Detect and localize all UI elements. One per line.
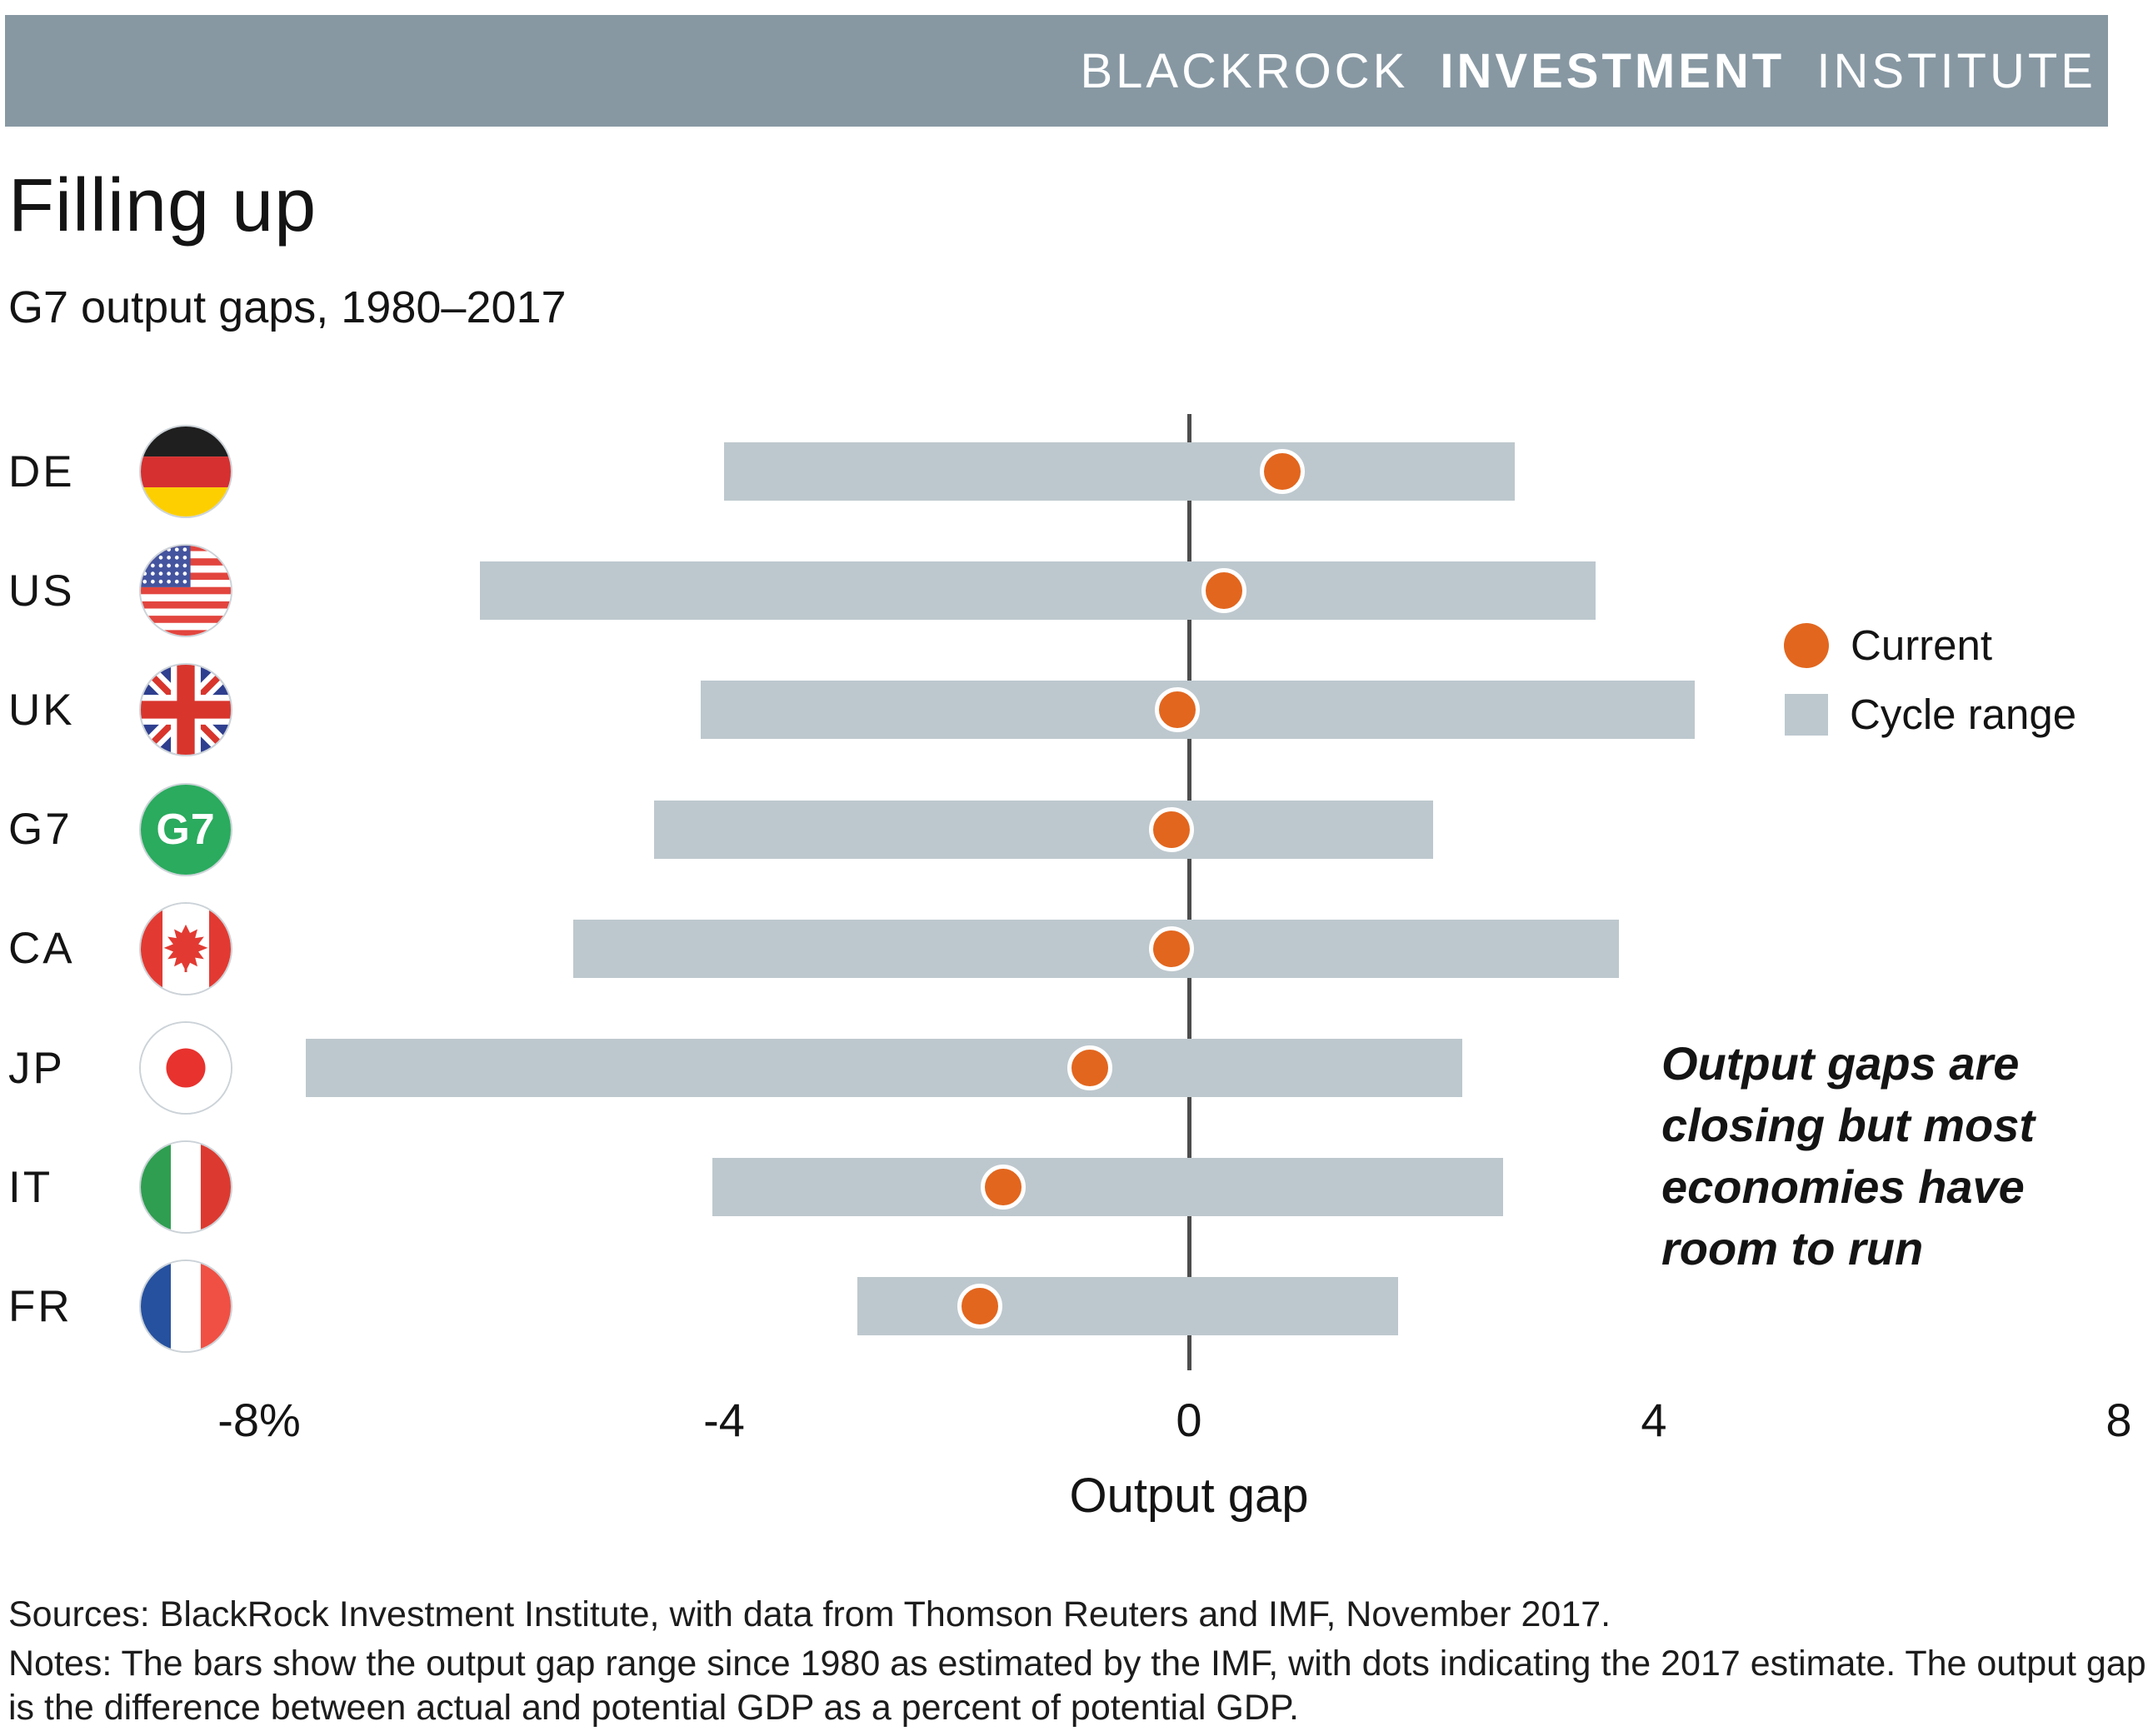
g7-badge-text: G7 [156,805,216,854]
x-tick-label: 4 [1641,1394,1667,1446]
row-label-uk: UK [8,685,75,735]
row-label-de: DE [8,446,75,496]
current-dot-uk [1155,687,1201,733]
legend-item-cycle-range: Cycle range [1784,690,2076,739]
cycle-range-bar-us [480,561,1596,621]
current-dot-jp [1067,1045,1113,1090]
cycle-range-bar-fr [857,1277,1399,1336]
notes-text: Notes: The bars show the output gap rang… [8,1644,2146,1728]
current-dot-g7 [1149,806,1195,852]
flag-icon-it [139,1140,232,1235]
header-bar: BLACKROCK INVESTMENT INSTITUTE [5,15,2108,127]
current-dot-fr [957,1284,1002,1329]
page-title: Filling up [8,164,317,247]
row-label-g7: G7 [8,805,72,855]
current-dot-it [980,1165,1026,1210]
legend-cycle-range-label: Cycle range [1850,691,2077,738]
flag-icon-fr [139,1260,232,1354]
brand-blackrock: BLACKROCK [1080,43,1409,98]
row-label-us: US [8,566,75,616]
annotation-line: room to run [1661,1222,1924,1275]
sources-text: Sources: BlackRock Investment Institute,… [8,1594,1611,1634]
row-label-jp: JP [8,1043,65,1093]
x-axis-label: Output gap [1069,1469,1309,1523]
legend-cycle-range-swatch-icon [1785,693,1828,736]
flag-icon-de [139,425,232,518]
flag-icon-jp [139,1021,232,1115]
cycle-range-bar-jp [305,1039,1462,1097]
cycle-range-bar-ca [572,919,1620,978]
brand-institute: INSTITUTE [1816,43,2096,98]
cycle-range-bar-de [724,442,1515,501]
x-tick-label: -8% [217,1394,301,1446]
row-label-ca: CA [8,924,75,974]
legend-item-current: Current [1784,621,1992,670]
brand-investment: INVESTMENT [1440,43,1786,98]
footnotes: Sources: BlackRock Investment Institute,… [8,1593,2146,1730]
chart-subtitle: G7 output gaps, 1980–2017 [8,282,567,332]
x-tick-label: -4 [703,1394,745,1446]
flag-icon-uk [139,663,232,757]
annotation-line: economies have [1661,1160,2025,1213]
cycle-range-bar-it [712,1158,1503,1217]
annotation-line: Output gaps are [1661,1037,2020,1090]
x-tick-label: 8 [2106,1394,2132,1446]
legend-current-dot-icon [1784,622,1829,668]
zero-axis-line [1186,414,1191,1370]
current-dot-de [1259,449,1305,494]
cycle-range-bar-g7 [654,800,1433,859]
flag-icon-g7: G7 [139,782,232,876]
flag-icon-ca [139,901,232,995]
current-dot-ca [1149,925,1195,971]
legend-current-label: Current [1851,621,1993,669]
row-label-fr: FR [8,1281,72,1331]
x-tick-label: 0 [1176,1394,1202,1446]
annotation-callout: Output gaps are closing but most economi… [1661,1033,2145,1280]
current-dot-us [1201,568,1246,614]
row-label-it: IT [8,1162,53,1212]
flag-icon-us [139,544,232,638]
brand-title: BLACKROCK INVESTMENT INSTITUTE [1080,43,2108,99]
annotation-line: closing but most [1661,1099,2035,1151]
